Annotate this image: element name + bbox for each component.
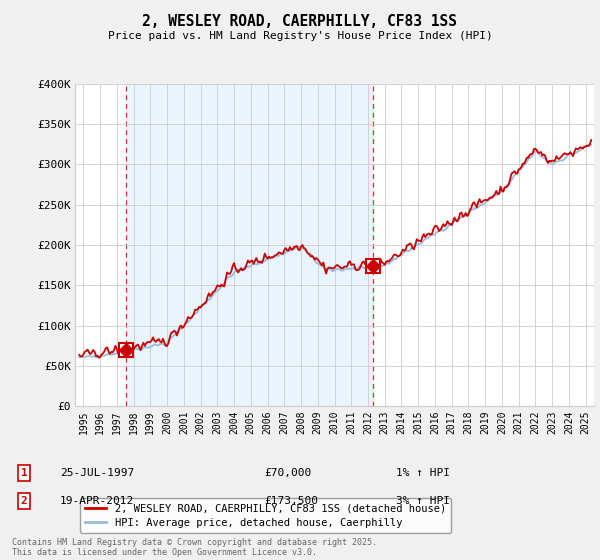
Text: Contains HM Land Registry data © Crown copyright and database right 2025.
This d: Contains HM Land Registry data © Crown c… <box>12 538 377 557</box>
Text: 3% ↑ HPI: 3% ↑ HPI <box>396 496 450 506</box>
Text: 2, WESLEY ROAD, CAERPHILLY, CF83 1SS: 2, WESLEY ROAD, CAERPHILLY, CF83 1SS <box>143 14 458 29</box>
Text: 19-APR-2012: 19-APR-2012 <box>60 496 134 506</box>
Bar <box>127 84 373 406</box>
Text: £70,000: £70,000 <box>264 468 311 478</box>
Text: 25-JUL-1997: 25-JUL-1997 <box>60 468 134 478</box>
Legend: 2, WESLEY ROAD, CAERPHILLY, CF83 1SS (detached house), HPI: Average price, detac: 2, WESLEY ROAD, CAERPHILLY, CF83 1SS (de… <box>80 498 451 533</box>
Text: 1: 1 <box>20 468 28 478</box>
Text: 1: 1 <box>124 344 130 354</box>
Text: £173,500: £173,500 <box>264 496 318 506</box>
Text: 2: 2 <box>20 496 28 506</box>
Text: 1% ↑ HPI: 1% ↑ HPI <box>396 468 450 478</box>
Text: Price paid vs. HM Land Registry's House Price Index (HPI): Price paid vs. HM Land Registry's House … <box>107 31 493 41</box>
Text: 2: 2 <box>370 262 376 272</box>
